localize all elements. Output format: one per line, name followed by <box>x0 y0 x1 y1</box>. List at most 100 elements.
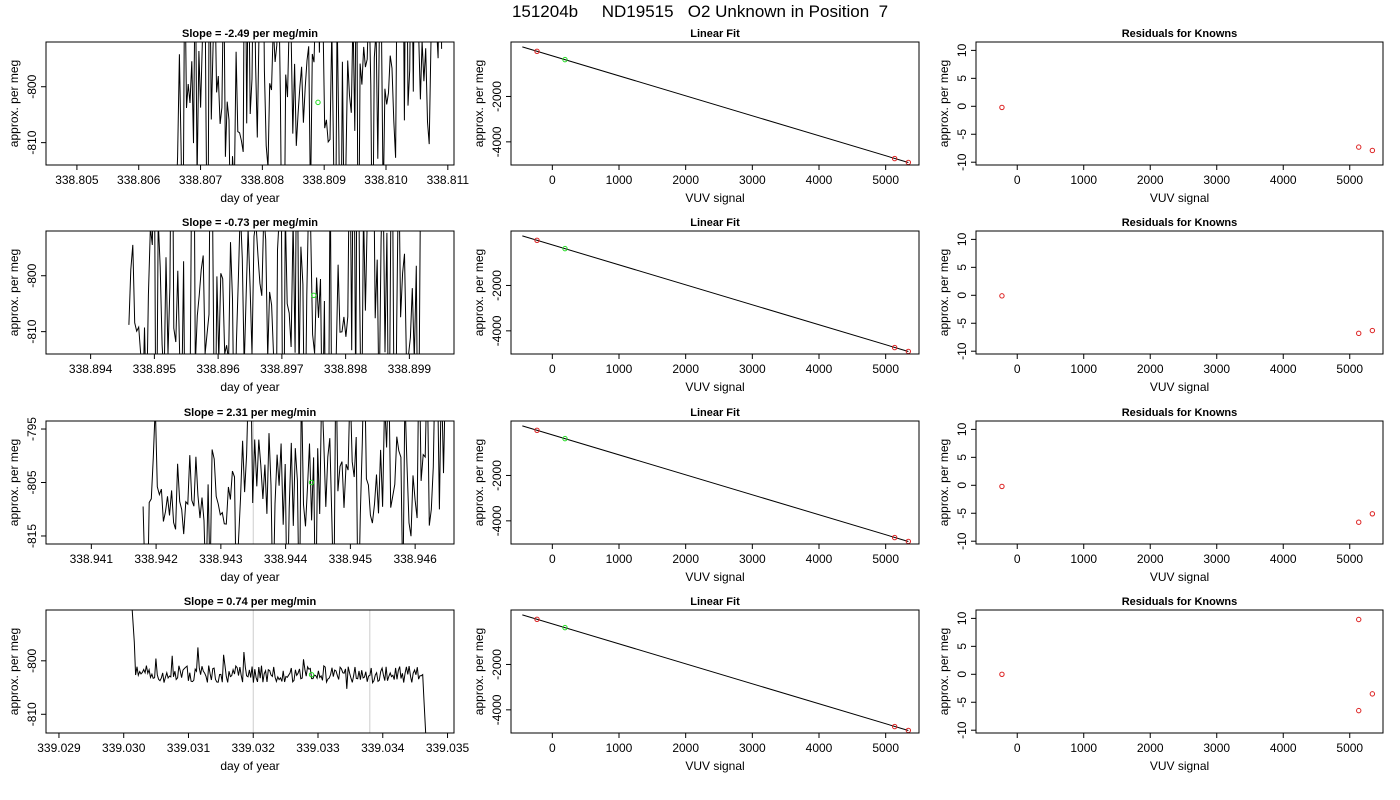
linear-fit-panel-row-4: Linear Fit 0 1000 2000 3000 4000 5000 VUV signa… <box>472 596 920 773</box>
y-tick-label: -800 <box>25 648 39 672</box>
plot-area <box>128 231 421 354</box>
unknown-marker <box>311 292 317 298</box>
residual-point <box>1356 707 1362 714</box>
y-axis-label: approx. per meg <box>937 60 951 147</box>
x-axis-label: day of year <box>220 759 279 773</box>
x-tick-label: 338.808 <box>241 173 285 187</box>
fit-line <box>522 425 909 542</box>
x-tick-label: 338.945 <box>329 552 373 566</box>
y-tick-label: -10 <box>955 721 969 739</box>
plot-frame <box>510 609 920 734</box>
unknown-point <box>562 435 568 442</box>
residual-point <box>1369 327 1376 334</box>
x-tick-label: 0 <box>1014 741 1021 755</box>
panel-title: Linear Fit <box>690 407 740 419</box>
x-tick-label: 5000 <box>872 741 899 755</box>
x-tick-label: 0 <box>549 741 556 755</box>
y-tick-label: -815 <box>25 524 39 548</box>
x-tick-label: 339.031 <box>167 741 211 755</box>
known-point <box>891 534 898 541</box>
known-point <box>534 427 540 434</box>
time-series-trace <box>131 610 427 733</box>
x-tick-label: 0 <box>549 173 556 187</box>
x-tick-label: 1000 <box>606 741 633 755</box>
y-axis-label: approx. per meg <box>472 60 486 147</box>
x-tick-label: 338.807 <box>179 173 223 187</box>
x-axis-label: VUV signal <box>685 191 744 205</box>
x-tick-label: 338.896 <box>196 362 240 376</box>
x-tick-label: 338.944 <box>264 552 308 566</box>
x-axis-label: VUV signal <box>1150 570 1209 584</box>
residuals-panel-row-2: Residuals for Knowns 0 1000 2000 3000 4000 500… <box>937 217 1384 394</box>
y-tick-label: -5 <box>955 318 969 329</box>
x-tick-label: 4000 <box>1270 362 1297 376</box>
x-tick-label: 4000 <box>806 362 833 376</box>
y-tick-label: 5 <box>955 643 969 650</box>
x-tick-label: 338.809 <box>302 173 346 187</box>
x-tick-label: 3000 <box>1203 362 1230 376</box>
y-tick-label: -810 <box>25 319 39 343</box>
x-tick-label: 3000 <box>739 173 766 187</box>
y-tick-label: 0 <box>955 103 969 110</box>
plot-frame <box>510 230 920 355</box>
x-tick-label: 339.035 <box>426 741 470 755</box>
unknown-marker <box>308 672 315 678</box>
unknown-marker <box>308 479 315 486</box>
known-point <box>891 155 898 162</box>
y-axis-label: approx. per meg <box>7 628 21 715</box>
time-series-panel-row-3: Slope = 2.31 per meg/min 338.941 338.942 33… <box>7 407 455 584</box>
x-tick-label: 338.897 <box>260 362 304 376</box>
residuals-panel-row-3: Residuals for Knowns 0 1000 2000 3000 4000 500… <box>937 407 1384 584</box>
y-tick-label: -4000 <box>490 315 504 346</box>
y-axis-label: approx. per meg <box>7 439 21 526</box>
x-axis-label: day of year <box>220 191 279 205</box>
residual-point <box>1369 691 1376 697</box>
y-tick-label: -5 <box>955 129 969 140</box>
y-axis-label: approx. per meg <box>7 60 21 147</box>
plot-frame <box>975 609 1384 734</box>
x-tick-label: 2000 <box>1137 173 1164 187</box>
plot-area <box>999 293 1376 337</box>
y-tick-label: -5 <box>955 697 969 708</box>
x-tick-label: 338.894 <box>69 362 113 376</box>
figure-title: 151204b ND19515 O2 Unknown in Position 7 <box>511 2 889 21</box>
x-tick-label: 0 <box>549 552 556 566</box>
y-tick-label: -810 <box>25 130 39 154</box>
known-point <box>534 616 540 623</box>
y-tick-label: 5 <box>955 264 969 271</box>
y-axis-label: approx. per meg <box>472 249 486 336</box>
y-tick-label: -2000 <box>490 649 504 680</box>
plot-frame <box>510 41 920 166</box>
known-point <box>891 344 898 351</box>
x-tick-label: 1000 <box>606 552 633 566</box>
y-tick-label: -2000 <box>490 270 504 301</box>
x-tick-label: 2000 <box>672 362 699 376</box>
linear-fit-panel-row-1: Linear Fit 0 1000 2000 3000 4000 5000 VUV signa… <box>472 28 920 205</box>
unknown-point <box>562 245 568 252</box>
panel-title: Slope = 2.31 per meg/min <box>184 407 317 419</box>
time-series-trace <box>176 42 443 165</box>
plot-area <box>142 421 446 544</box>
y-tick-label: 0 <box>955 482 969 489</box>
x-tick-label: 1000 <box>1070 173 1097 187</box>
x-tick-label: 5000 <box>1336 173 1363 187</box>
y-tick-label: -2000 <box>490 460 504 491</box>
y-tick-label: 10 <box>955 43 969 57</box>
plot-area <box>522 46 912 165</box>
linear-fit-panel-row-3: Linear Fit 0 1000 2000 3000 4000 5000 VUV signa… <box>472 407 920 584</box>
plot-frame <box>45 609 455 734</box>
panel-title: Residuals for Knowns <box>1122 217 1238 229</box>
x-tick-label: 3000 <box>1203 173 1230 187</box>
plot-area <box>999 616 1376 714</box>
y-tick-label: 10 <box>955 422 969 436</box>
residual-point <box>999 671 1005 677</box>
residual-point <box>999 293 1005 299</box>
x-tick-label: 4000 <box>1270 173 1297 187</box>
known-point <box>891 723 898 730</box>
x-tick-label: 5000 <box>872 173 899 187</box>
x-axis-label: VUV signal <box>1150 191 1209 205</box>
x-tick-label: 5000 <box>1336 362 1363 376</box>
x-tick-label: 338.895 <box>133 362 177 376</box>
panel-title: Residuals for Knowns <box>1122 28 1238 40</box>
